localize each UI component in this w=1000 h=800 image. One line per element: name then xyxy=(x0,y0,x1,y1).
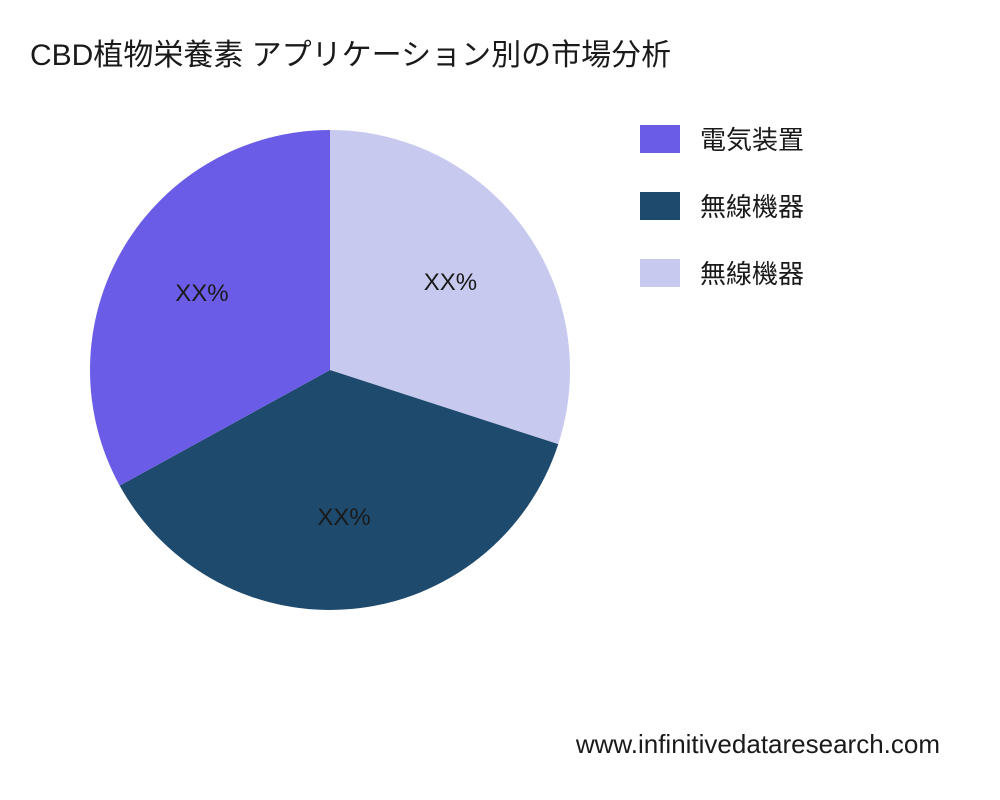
legend-swatch xyxy=(640,125,680,153)
legend-label: 電気装置 xyxy=(700,120,804,157)
legend-item: 無線機器 xyxy=(640,254,804,291)
pie-slice-label: XX% xyxy=(175,280,228,308)
legend-label: 無線機器 xyxy=(700,254,804,291)
pie-slice-label: XX% xyxy=(424,269,477,297)
legend-item: 無線機器 xyxy=(640,187,804,224)
chart-legend: 電気装置無線機器無線機器 xyxy=(640,120,804,321)
legend-item: 電気装置 xyxy=(640,120,804,157)
pie-svg xyxy=(80,120,580,620)
chart-title: CBD植物栄養素 アプリケーション別の市場分析 xyxy=(30,30,671,74)
pie-chart: XX% XX% XX% xyxy=(80,120,580,620)
legend-label: 無線機器 xyxy=(700,187,804,224)
legend-swatch xyxy=(640,192,680,220)
footer-attribution: www.infinitivedataresearch.com xyxy=(576,729,940,760)
legend-swatch xyxy=(640,259,680,287)
pie-slice-label: XX% xyxy=(317,504,370,532)
